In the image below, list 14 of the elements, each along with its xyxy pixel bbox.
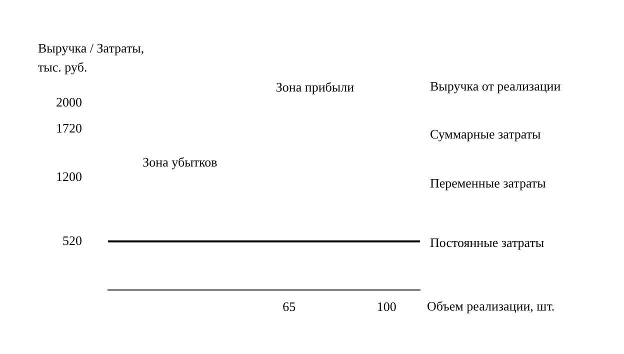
x-axis-title: Объем реализации, шт. xyxy=(427,298,555,314)
text: Выручка от реализации xyxy=(430,78,561,94)
series-label: Постоянные затраты xyxy=(430,234,544,250)
annotation: Зона убытков xyxy=(142,154,218,170)
y-tick-label: 520 xyxy=(62,232,82,248)
y-tick-label: 1720 xyxy=(56,120,82,136)
y-tick-label: 2000 xyxy=(56,94,82,110)
y-tick-label: 1200 xyxy=(56,169,82,184)
y-axis-title: Выручка / Затраты, тыс. руб. xyxy=(38,40,144,74)
text: Суммарные затраты xyxy=(430,126,542,142)
text: Зона прибыли xyxy=(276,79,354,94)
x-tick-label: 100 xyxy=(376,299,396,314)
text: Переменные затраты xyxy=(430,175,546,190)
x-tick-label: 65 xyxy=(282,299,296,314)
